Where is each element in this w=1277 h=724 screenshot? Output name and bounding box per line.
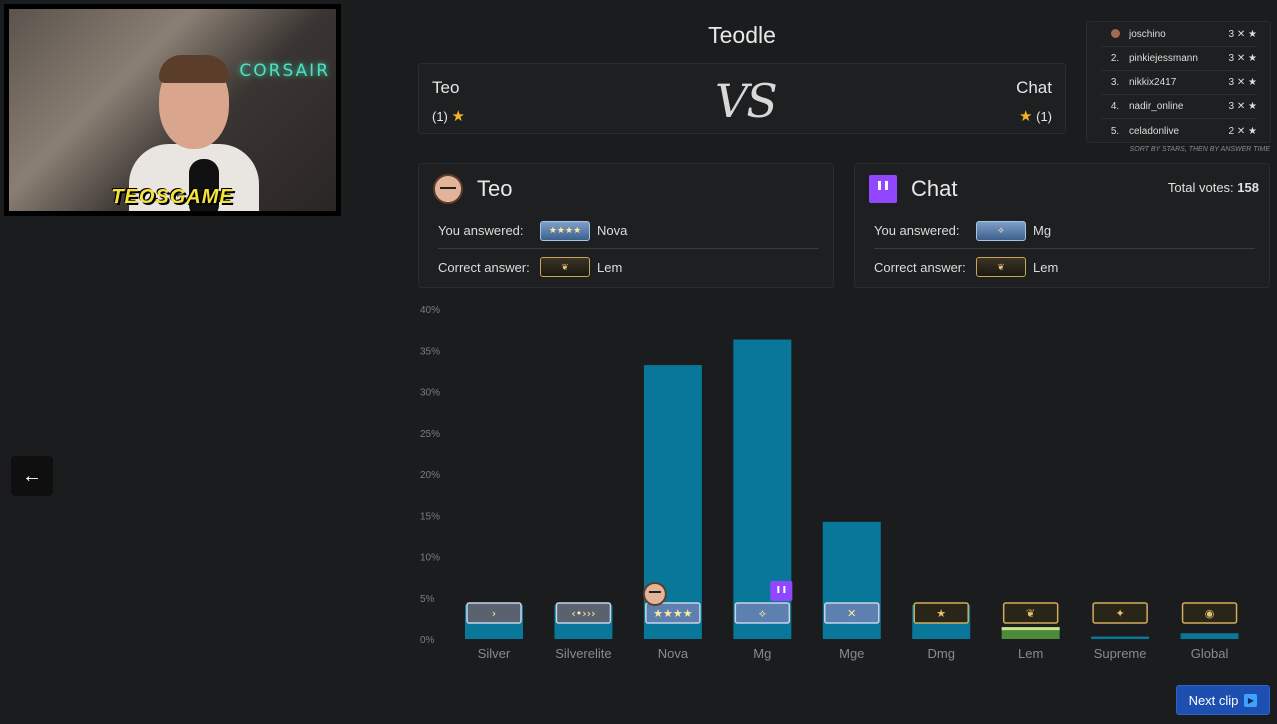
rank-badge-supreme-icon xyxy=(1092,602,1148,624)
teo-answered-value: Nova xyxy=(597,223,628,238)
rank-badge-glyph: ❦ xyxy=(1026,607,1035,620)
y-tick-label: 40% xyxy=(420,305,440,316)
rank-badge-glyph: ‹•››› xyxy=(571,607,595,620)
twitch-icon xyxy=(869,175,897,203)
leaderboard-row: 5. celadonlive 2 ✕ ★ xyxy=(1110,125,1257,137)
x-tick-label: Supreme xyxy=(1094,646,1147,661)
bar-global xyxy=(1180,633,1239,639)
leaderboard-row: joschino 3 ✕ ★ xyxy=(1101,23,1257,47)
lem-rank-icon: ❦ xyxy=(976,257,1026,277)
webcam-overlay: CORSAIR TEOSGAME xyxy=(4,4,341,216)
versus-left-score: (1) ★ xyxy=(432,108,465,125)
leaderboard-note: SORT BY STARS, THEN BY ANSWER TIME xyxy=(1129,146,1270,153)
rank-badge-glyph: › xyxy=(492,607,496,620)
y-tick-label: 25% xyxy=(420,429,440,440)
star-icon: ★ xyxy=(451,108,465,125)
teo-panel-title: Teo xyxy=(477,176,513,201)
rank-badge-mg-icon xyxy=(734,602,791,624)
chat-answered-row: You answered: ⟡ Mg xyxy=(874,213,1255,249)
rank-badge-lem-icon xyxy=(1002,602,1059,624)
star-icon: ★ xyxy=(1019,108,1033,125)
x-tick-label: Mge xyxy=(839,646,864,661)
rank-badge-silverelite-icon xyxy=(555,602,612,624)
y-tick-label: 15% xyxy=(420,511,440,522)
y-tick-label: 5% xyxy=(420,594,435,605)
teo-avatar-icon xyxy=(433,174,463,204)
rank-badge-glyph: ★ xyxy=(936,607,946,620)
chat-pick-marker-icon xyxy=(770,581,793,601)
teo-panel: Teo You answered: ★★★★ Nova Correct answ… xyxy=(418,163,834,288)
bar-lem xyxy=(1001,629,1060,639)
chart-svg: 0% 5% 10% 15% 20% 25% 30% 35% 40% › Silver ‹•››› Sil… xyxy=(420,305,1239,661)
arrow-left-icon: ← xyxy=(22,464,42,487)
teo-correct-value: Lem xyxy=(597,259,623,275)
next-clip-button[interactable]: Next clip ▶ xyxy=(1176,685,1270,715)
x-tick-label: Mg xyxy=(753,646,771,661)
y-tick-label: 35% xyxy=(420,346,440,357)
streamer-name: TEOSGAME xyxy=(111,186,234,208)
x-tick-label: Silverelite xyxy=(555,646,611,661)
chat-panel-title: Chat xyxy=(911,176,958,201)
versus-right-name: Chat xyxy=(1016,78,1052,97)
teo-panel-header: Teo xyxy=(433,172,512,206)
rank-badge-dmg-icon xyxy=(913,602,969,624)
versus-left-name: Teo xyxy=(432,78,460,97)
y-tick-label: 20% xyxy=(420,470,440,481)
streamer-figure xyxy=(129,49,259,211)
user-avatar-icon xyxy=(1110,28,1120,38)
x-tick-label: Lem xyxy=(1018,646,1043,661)
leaderboard-row: 2. pinkiejessmann 3 ✕ ★ xyxy=(1101,47,1257,71)
versus-right-score: ★ (1) xyxy=(1019,108,1052,125)
back-button[interactable]: ← xyxy=(11,456,53,496)
teo-correct-row: Correct answer: ❦ Lem xyxy=(438,249,819,285)
x-tick-label: Dmg xyxy=(927,646,954,661)
correct-highlight xyxy=(1001,627,1060,631)
chat-panel-header: Chat xyxy=(869,172,957,206)
webcam-sign: CORSAIR xyxy=(239,61,330,81)
rank-badge-nova-icon xyxy=(645,602,701,624)
leaderboard: joschino 3 ✕ ★ 2. pinkiejessmann 3 ✕ ★ 3… xyxy=(1086,21,1271,143)
versus-mark: VS xyxy=(715,74,778,128)
y-tick-label: 10% xyxy=(420,553,440,564)
rank-badge-glyph: ✕ xyxy=(847,607,856,620)
chat-answered-value: Mg xyxy=(1033,223,1052,238)
versus-right: Chat ★ (1) xyxy=(1016,78,1052,125)
mg-rank-icon: ⟡ xyxy=(976,220,1026,241)
lem-rank-icon: ❦ xyxy=(540,257,590,277)
rank-badge-mge-icon xyxy=(824,602,880,624)
vote-distribution-chart: 0% 5% 10% 15% 20% 25% 30% 35% 40% › Silver ‹•››› Sil… xyxy=(418,300,1273,672)
rank-badge-glyph: ✦ xyxy=(1116,607,1125,620)
teo-answered-row: You answered: ★★★★ Nova xyxy=(438,213,819,249)
chat-correct-row: Correct answer: ❦ Lem xyxy=(874,249,1255,285)
nova-rank-icon: ★★★★ xyxy=(540,220,590,241)
total-votes: Total votes: 158 xyxy=(1167,180,1259,195)
x-tick-label: Nova xyxy=(658,646,689,661)
webcam-video: CORSAIR TEOSGAME xyxy=(9,9,336,211)
x-tick-label: Silver xyxy=(478,646,511,661)
play-icon: ▶ xyxy=(1244,693,1258,707)
rank-badge-global-icon xyxy=(1181,602,1238,624)
chat-correct-value: Lem xyxy=(1033,259,1059,275)
rank-badge-glyph: ★★★★ xyxy=(653,607,693,620)
teo-pick-marker-icon xyxy=(642,582,667,606)
y-tick-label: 30% xyxy=(420,388,440,399)
rank-badge-glyph: ◉ xyxy=(1205,607,1215,620)
versus-left: Teo (1) ★ xyxy=(432,78,465,125)
rank-badge-glyph: ⟡ xyxy=(759,607,766,620)
rank-badge-silver-icon xyxy=(466,602,522,624)
x-tick-label: Global xyxy=(1191,646,1229,661)
y-tick-label: 0% xyxy=(420,635,435,646)
leaderboard-row: 3. nikkix2417 3 ✕ ★ xyxy=(1101,71,1257,95)
page-title: Teodle xyxy=(708,22,776,48)
bar-supreme xyxy=(1091,636,1150,639)
leaderboard-row: 4. nadir_online 3 ✕ ★ xyxy=(1101,95,1257,119)
chat-panel: Chat Total votes: 158 You answered: ⟡ Mg… xyxy=(854,163,1270,288)
versus-card: Teo (1) ★ VS Chat ★ (1) xyxy=(418,63,1066,134)
